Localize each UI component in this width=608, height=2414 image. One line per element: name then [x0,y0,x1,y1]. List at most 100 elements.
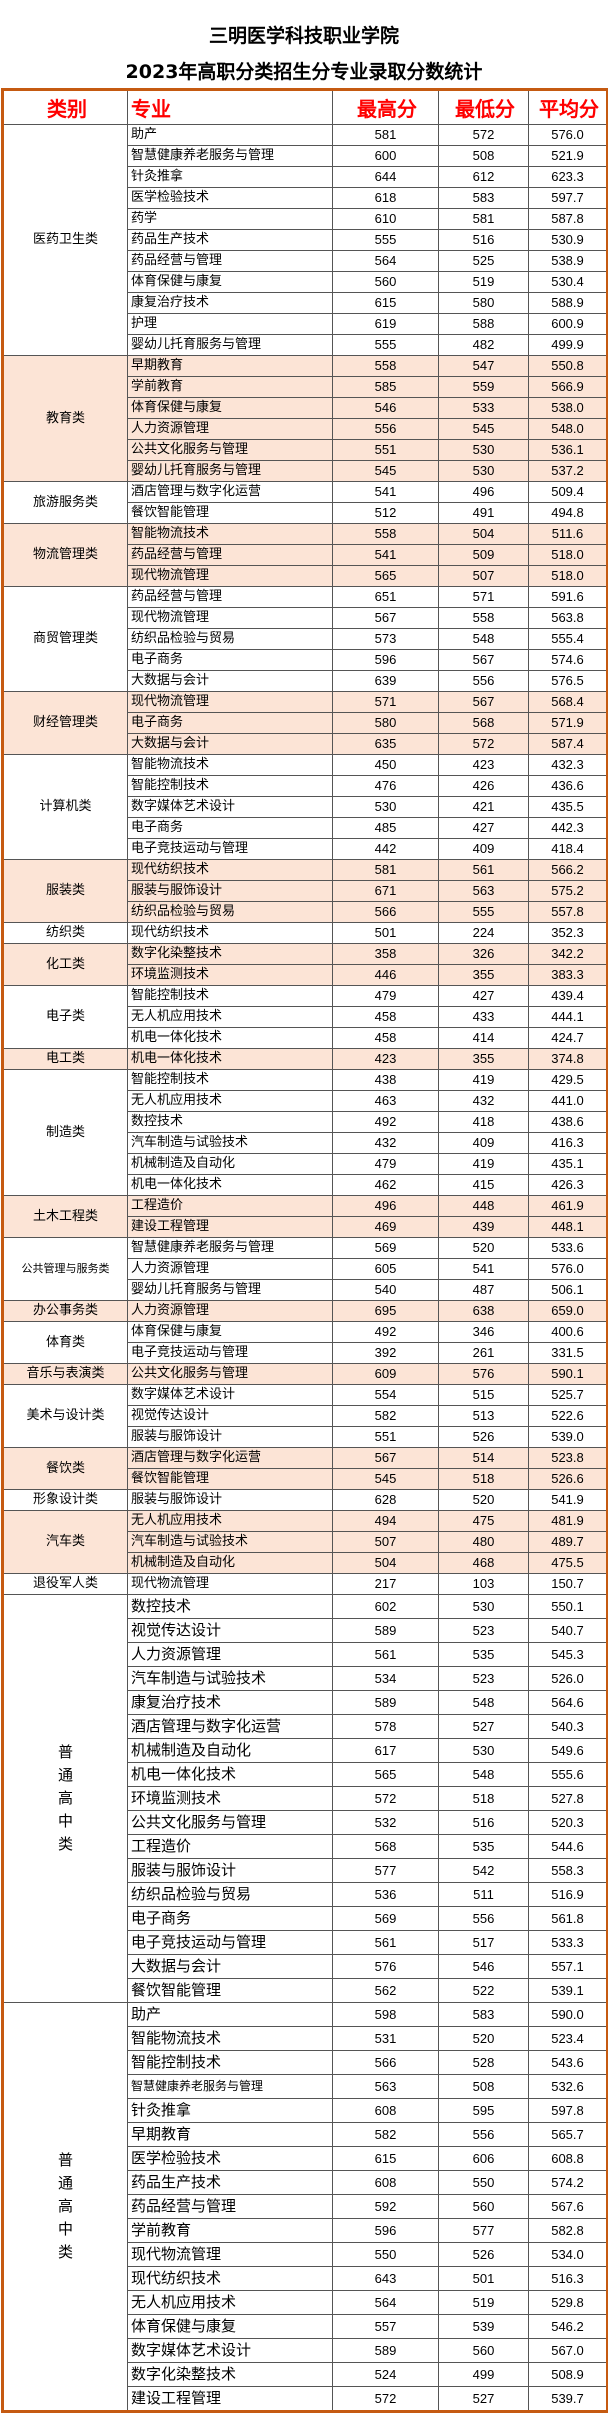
min-score-cell: 548 [438,1690,529,1715]
major-cell: 现代物流管理 [127,1573,333,1595]
avg-score-cell: 539.1 [528,1978,608,2003]
max-score-cell: 557 [332,2314,439,2339]
avg-score-cell: 568.4 [528,691,608,713]
max-score-cell: 564 [332,2290,439,2315]
max-score-cell: 476 [332,775,439,797]
min-score-cell: 535 [438,1834,529,1859]
major-cell: 智慧健康养老服务与管理 [127,145,333,167]
avg-score-cell: 567.0 [528,2338,608,2363]
category-cell: 制造类 [2,1069,128,1196]
avg-score-cell: 475.5 [528,1552,608,1574]
min-score-cell: 546 [438,1954,529,1979]
min-score-cell: 433 [438,1006,529,1028]
category-cell: 服装类 [2,859,128,923]
major-cell: 针灸推拿 [127,166,333,188]
max-score-cell: 561 [332,1642,439,1667]
avg-score-cell: 520.3 [528,1810,608,1835]
major-cell: 无人机应用技术 [127,1510,333,1532]
avg-score-cell: 509.4 [528,481,608,503]
avg-score-cell: 442.3 [528,817,608,839]
table-row: 体育保健与康复 557 539 546.2 [3,2314,608,2339]
major-cell: 智慧健康养老服务与管理 [127,1237,333,1259]
max-score-cell: 551 [332,439,439,461]
header-major: 专业 [127,89,333,125]
min-score-cell: 572 [438,733,529,755]
major-cell: 工程造价 [127,1834,333,1859]
min-score-cell: 523 [438,1618,529,1643]
major-cell: 数字媒体艺术设计 [127,796,333,818]
category-cell: 土木工程类 [2,1195,128,1238]
table-row: 人力资源管理 556 545 548.0 [3,418,608,440]
major-cell: 助产 [127,2002,333,2027]
avg-score-cell: 587.4 [528,733,608,755]
table-row: 汽车制造与试验技术 507 480 489.7 [3,1531,608,1553]
major-cell: 电子竞技运动与管理 [127,1342,333,1364]
table-row: 现代物流管理 565 507 518.0 [3,565,608,587]
avg-score-cell: 590.0 [528,2002,608,2027]
major-cell: 机电一体化技术 [127,1762,333,1787]
avg-score-cell: 499.9 [528,334,608,356]
table-row: 旅游服务类 酒店管理与数字化运营 541 496 509.4 [2,481,608,524]
major-cell: 大数据与会计 [127,670,333,692]
category-cell: 公共管理与服务类 [2,1237,128,1301]
max-score-cell: 605 [332,1258,439,1280]
max-score-cell: 618 [332,187,439,209]
max-score-cell: 479 [332,1153,439,1175]
max-score-cell: 589 [332,2338,439,2363]
min-score-cell: 224 [438,922,529,944]
max-score-cell: 572 [332,2386,439,2412]
major-cell: 电子商务 [127,712,333,734]
major-cell: 智能控制技术 [127,2050,333,2075]
max-score-cell: 671 [332,880,439,902]
table-row: 美术与设计类 数字媒体艺术设计 554 515 525.7 [2,1384,608,1448]
max-score-cell: 558 [332,355,439,377]
avg-score-cell: 516.3 [528,2266,608,2291]
max-score-cell: 617 [332,1738,439,1763]
avg-score-cell: 342.2 [528,943,608,965]
table-body: 医药卫生类 助产 581 572 576.0 智慧健康养老服务与管理 600 508 521.9… [2,124,608,2412]
avg-score-cell: 588.9 [528,292,608,314]
max-score-cell: 602 [332,1594,439,1619]
avg-score-cell: 523.4 [528,2026,608,2051]
table-row: 护理 619 588 600.9 [3,313,608,335]
max-score-cell: 536 [332,1882,439,1907]
category-cell: 医药卫生类 [2,124,128,356]
major-cell: 现代物流管理 [127,565,333,587]
major-cell: 药品生产技术 [127,229,333,251]
major-cell: 数控技术 [127,1594,333,1619]
major-cell: 现代纺织技术 [127,922,333,944]
max-score-cell: 643 [332,2266,439,2291]
major-cell: 智能物流技术 [127,2026,333,2051]
min-score-cell: 580 [438,292,529,314]
min-score-cell: 523 [438,1666,529,1691]
major-cell: 人力资源管理 [127,1642,333,1667]
max-score-cell: 571 [332,691,439,713]
max-score-cell: 582 [332,2122,439,2147]
major-cell: 早期教育 [127,355,333,377]
table-row: 婴幼儿托育服务与管理 555 482 499.9 [3,334,608,356]
min-score-cell: 525 [438,250,529,272]
min-score-cell: 487 [438,1279,529,1301]
max-score-cell: 564 [332,250,439,272]
min-score-cell: 558 [438,607,529,629]
max-score-cell: 462 [332,1174,439,1196]
table-row: 无人机应用技术 463 432 441.0 [3,1090,608,1112]
max-score-cell: 596 [332,2218,439,2243]
avg-score-cell: 533.3 [528,1930,608,1955]
major-cell: 数字媒体艺术设计 [127,1384,333,1406]
avg-score-cell: 550.8 [528,355,608,377]
min-score-cell: 261 [438,1342,529,1364]
max-score-cell: 582 [332,1405,439,1427]
max-score-cell: 592 [332,2194,439,2219]
min-score-cell: 528 [438,2050,529,2075]
avg-score-cell: 590.1 [528,1363,608,1385]
min-score-cell: 583 [438,187,529,209]
major-cell: 汽车制造与试验技术 [127,1666,333,1691]
min-score-cell: 519 [438,2290,529,2315]
major-cell: 智能物流技术 [127,523,333,545]
category-cell: 体育类 [2,1321,128,1364]
max-score-cell: 545 [332,460,439,482]
major-cell: 婴幼儿托育服务与管理 [127,460,333,482]
max-score-cell: 496 [332,1195,439,1217]
table-row: 服装与服饰设计 577 542 558.3 [3,1858,608,1883]
